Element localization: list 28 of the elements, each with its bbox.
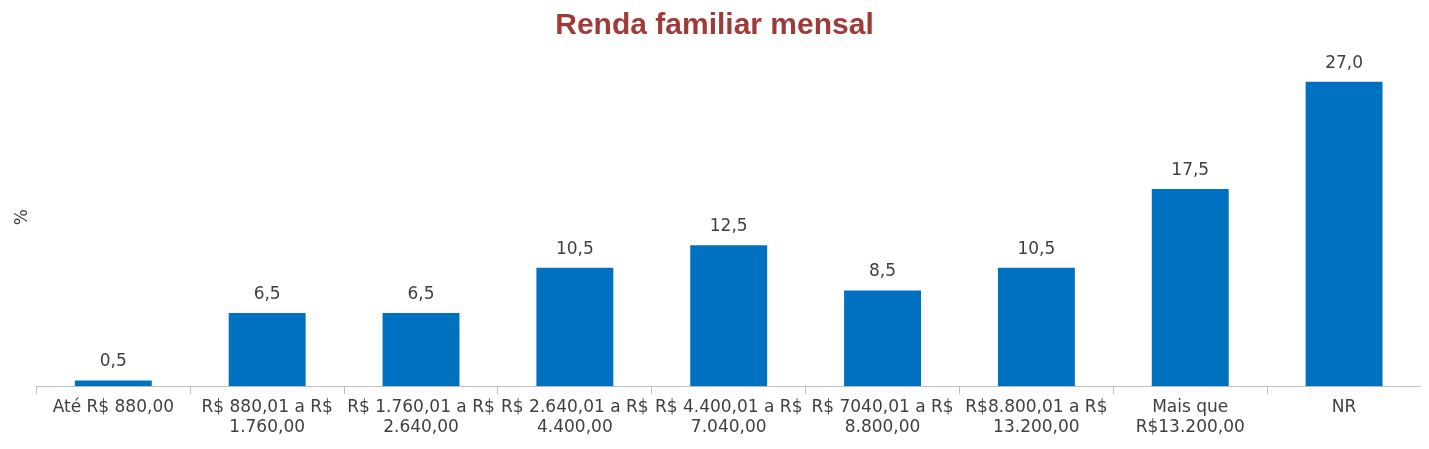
data-label: 10,5 [555, 237, 594, 258]
bar [997, 267, 1075, 387]
data-label: 17,5 [1171, 158, 1210, 179]
bar [1151, 188, 1229, 387]
data-label: 10,5 [1017, 237, 1056, 258]
x-tick-label: R$ 4.400,01 a R$ 7.040,00 [654, 395, 803, 437]
x-tick-label: R$8.800,01 a R$ 13.200,00 [965, 395, 1108, 437]
x-tick-label: R$ 880,01 a R$ 1.760,00 [201, 395, 333, 437]
x-tick-label: R$ 2.640,01 a R$ 4.400,00 [501, 395, 649, 437]
x-tick-label: R$ 7040,01 a R$ 8.800,00 [811, 395, 954, 437]
bar [844, 290, 922, 387]
data-label: 0,5 [99, 350, 127, 371]
x-tick-label: Mais que R$13.200,00 [1135, 395, 1245, 437]
y-axis-title: % [10, 209, 31, 226]
bar [228, 312, 306, 387]
data-label: 6,5 [253, 282, 281, 303]
bar [1305, 81, 1383, 387]
data-label: 8,5 [869, 260, 897, 281]
x-tick-label: R$ 1.760,01 a R$ 2.640,00 [347, 395, 495, 437]
bar [690, 245, 768, 387]
x-tick-label: Até R$ 880,00 [52, 395, 175, 416]
data-label: 27,0 [1325, 51, 1364, 72]
chart-title: Renda familiar mensal [555, 7, 874, 41]
bar [382, 312, 460, 387]
data-label: 12,5 [709, 215, 748, 236]
data-label: 6,5 [407, 282, 435, 303]
bar [536, 267, 614, 387]
x-tick-label: NR [1331, 395, 1357, 416]
